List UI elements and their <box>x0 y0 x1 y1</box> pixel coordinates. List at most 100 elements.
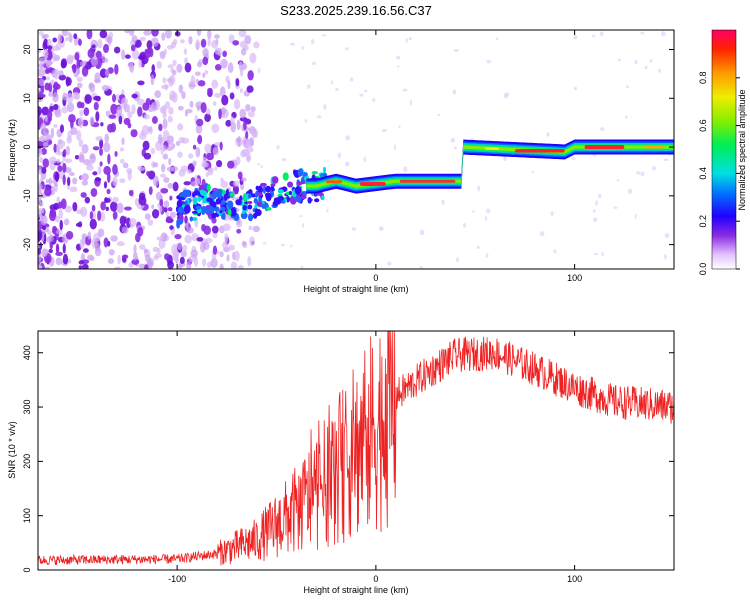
xtick-label: -100 <box>168 273 186 283</box>
spectrum-blob <box>550 211 554 217</box>
spectrum-blob <box>240 177 247 182</box>
spectrum-blob <box>144 49 151 59</box>
spectrum-blob <box>397 65 400 68</box>
spectrum-blob <box>204 113 211 123</box>
spectrum-blob <box>48 234 54 243</box>
spectrum-blob <box>200 102 207 114</box>
ridge-blob <box>277 189 284 194</box>
spectrum-blob <box>107 240 111 247</box>
spectrum-blob <box>161 84 169 90</box>
spectrum-blob <box>306 84 311 90</box>
spectrum-blob <box>99 161 103 167</box>
spectrum-blob <box>202 72 206 78</box>
spectrum-blob <box>58 208 63 220</box>
ridge-core <box>326 180 343 184</box>
spectrum-blob <box>150 148 156 155</box>
spectrum-blob <box>99 147 103 156</box>
spectrum-blob <box>372 98 376 103</box>
spectrum-blob <box>409 99 412 106</box>
spectrum-blob <box>219 141 223 151</box>
spectrum-blob <box>174 31 181 37</box>
spectrum-blob <box>214 47 221 55</box>
ridge-blob <box>277 195 284 201</box>
spectrum-blob <box>62 162 67 173</box>
spectrum-blob <box>237 135 241 147</box>
spectrum-blob <box>160 173 167 178</box>
snr-series-line <box>38 331 674 566</box>
spectrum-blob <box>216 160 223 168</box>
spectrum-blob <box>66 31 72 37</box>
spectrum-blob <box>453 146 457 150</box>
spectrum-blob <box>122 162 129 169</box>
ridge-blob <box>195 205 201 210</box>
spectrum-blob <box>241 240 247 247</box>
ridge-blob <box>177 206 185 214</box>
spectrum-blob <box>162 77 167 84</box>
spectrum-blob <box>80 206 88 217</box>
spectrum-blob <box>573 34 578 40</box>
ytick-label: -20 <box>22 238 32 251</box>
spectrum-blob <box>396 55 401 60</box>
spectrum-blob <box>131 49 140 60</box>
spectrum-blob <box>167 182 174 189</box>
spectrum-blob <box>167 207 173 212</box>
spectrum-blob <box>239 88 244 93</box>
spectrum-blob <box>628 188 633 194</box>
spectrum-blob <box>95 111 100 122</box>
spectrum-blob <box>130 129 138 138</box>
spectrum-blob <box>222 50 227 58</box>
spectrum-blob <box>93 101 99 111</box>
ytick-label: -10 <box>22 189 32 202</box>
spectrum-blob <box>503 156 507 162</box>
spectrum-blob <box>42 158 50 168</box>
spectrum-blob <box>189 100 194 108</box>
spectrum-blob <box>100 122 104 127</box>
spectrum-blob <box>77 116 84 128</box>
spectrum-blob <box>130 44 136 52</box>
spectrum-blob <box>335 87 339 92</box>
spectrum-blob <box>381 128 387 133</box>
spectrum-blob <box>107 123 114 133</box>
spectrum-blob <box>349 77 354 82</box>
spectrum-blob <box>247 256 252 267</box>
spectrum-blob <box>50 127 55 139</box>
spectrum-blob <box>38 254 42 263</box>
spectrum-blob <box>161 32 166 41</box>
spectrum-blob <box>184 234 192 244</box>
spectrum-blob <box>634 214 637 219</box>
spectrum-blob <box>260 165 264 169</box>
spectrum-blob <box>121 137 125 146</box>
spectrum-blob <box>43 38 49 50</box>
spectrum-blob <box>97 210 102 221</box>
spectrum-blob <box>78 38 82 46</box>
ridge-blob <box>322 166 327 174</box>
spectrum-blob <box>42 49 49 60</box>
ridge-blob <box>248 189 253 195</box>
spectrum-blob <box>472 210 475 213</box>
spectrum-blob <box>220 180 229 189</box>
spectrum-blob <box>121 97 129 106</box>
spectrum-blob <box>245 130 249 140</box>
spectrum-blob <box>87 48 95 59</box>
spectrum-blob <box>105 206 109 212</box>
spectrum-blob <box>119 158 125 164</box>
spectrum-blob <box>57 201 63 209</box>
ridge-core <box>359 182 386 187</box>
spectrum-blob <box>62 243 66 254</box>
ytick-label: 400 <box>22 345 32 360</box>
spectrum-blob <box>178 84 184 94</box>
ridge-core <box>515 148 565 153</box>
spectrum-blob <box>182 244 188 252</box>
spectrum-blob <box>203 225 211 235</box>
spectrum-blob <box>151 116 158 124</box>
spectrum-blob <box>42 248 48 257</box>
spectrum-blob <box>163 177 170 183</box>
spectrum-blob <box>184 62 192 73</box>
spectrum-blob <box>649 58 653 63</box>
spectrum-blob <box>387 261 392 266</box>
ridge-core <box>644 145 665 149</box>
spectrum-blob <box>55 215 60 223</box>
spectrum-blob <box>101 57 109 63</box>
